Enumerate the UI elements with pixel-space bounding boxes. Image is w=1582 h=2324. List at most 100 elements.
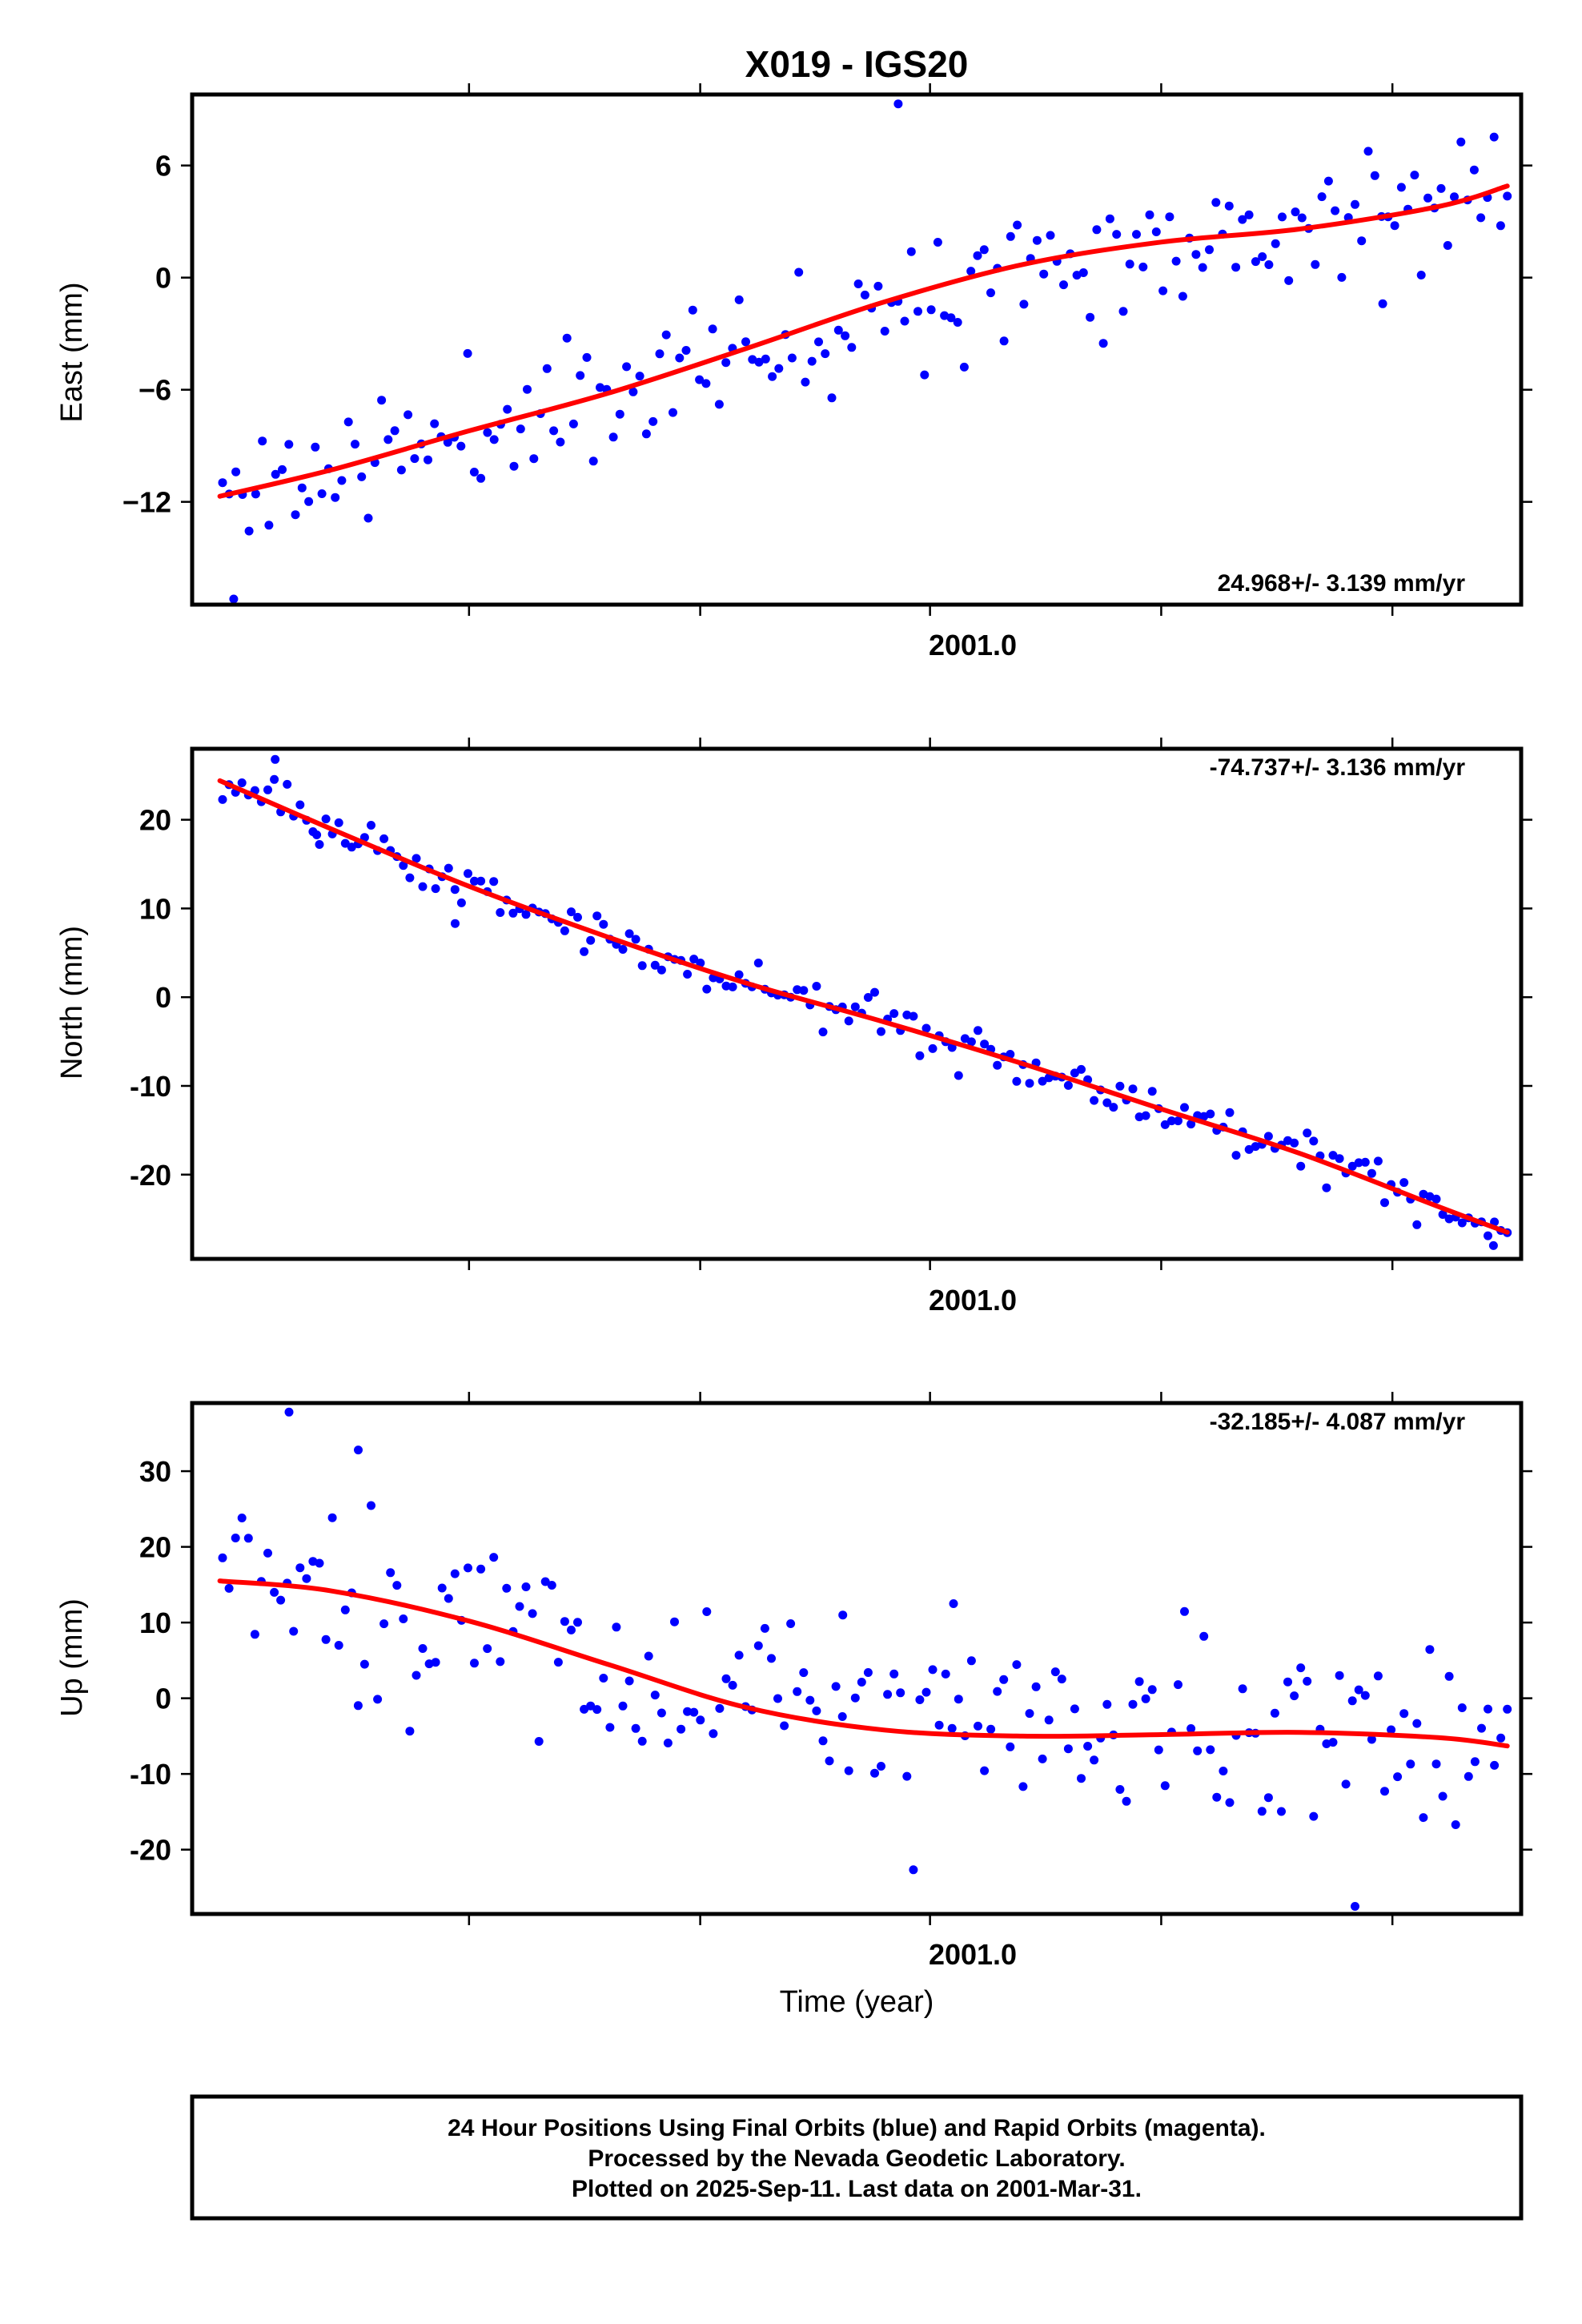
east-data-point bbox=[853, 279, 863, 288]
up-data-point bbox=[677, 1724, 686, 1734]
east-data-point bbox=[390, 426, 400, 436]
north-data-point bbox=[1296, 1161, 1306, 1171]
east-ytick-label: −6 bbox=[139, 374, 171, 407]
east-data-point bbox=[231, 467, 241, 476]
east-data-point bbox=[741, 337, 750, 347]
up-data-point bbox=[284, 1407, 294, 1417]
north-data-point bbox=[689, 955, 699, 964]
east-data-point bbox=[523, 384, 532, 394]
east-ytick-label: −12 bbox=[122, 486, 171, 519]
up-data-point bbox=[612, 1622, 621, 1632]
up-data-point bbox=[392, 1581, 402, 1590]
up-data-point bbox=[644, 1651, 653, 1661]
east-data-point bbox=[1370, 171, 1379, 180]
up-data-point bbox=[1457, 1703, 1467, 1712]
up-data-point bbox=[689, 1707, 699, 1717]
east-data-point bbox=[754, 357, 764, 367]
north-data-point bbox=[1147, 1087, 1157, 1096]
up-data-point bbox=[670, 1617, 679, 1626]
up-data-point bbox=[1038, 1754, 1047, 1763]
up-data-point bbox=[928, 1665, 938, 1675]
up-data-point bbox=[1496, 1733, 1506, 1743]
north-data-point bbox=[1360, 1157, 1370, 1167]
north-ytick-label: -10 bbox=[130, 1070, 171, 1103]
up-data-point bbox=[263, 1548, 272, 1558]
east-data-point bbox=[404, 410, 413, 420]
up-data-point bbox=[663, 1739, 673, 1747]
up-data-point bbox=[831, 1682, 841, 1691]
north-data-point bbox=[1141, 1111, 1150, 1120]
up-data-point bbox=[573, 1618, 582, 1627]
north-data-point bbox=[271, 754, 280, 764]
up-data-point bbox=[321, 1634, 331, 1644]
north-data-point bbox=[586, 935, 596, 945]
up-data-point bbox=[1380, 1787, 1389, 1796]
up-data-point bbox=[1006, 1742, 1015, 1751]
east-data-point bbox=[1396, 183, 1406, 192]
east-ylabel: East (mm) bbox=[55, 282, 89, 422]
east-data-point bbox=[1436, 183, 1446, 193]
east-data-point bbox=[1423, 193, 1432, 203]
up-data-point bbox=[592, 1705, 602, 1715]
up-data-point bbox=[1477, 1723, 1486, 1733]
up-ytick-label: 20 bbox=[139, 1531, 171, 1564]
east-data-point bbox=[1092, 225, 1102, 235]
north-data-point bbox=[399, 861, 408, 870]
east-data-point bbox=[1198, 263, 1207, 272]
up-data-point bbox=[954, 1695, 963, 1704]
north-data-point bbox=[1303, 1128, 1312, 1138]
east-data-point bbox=[794, 267, 804, 277]
up-data-point bbox=[1193, 1746, 1203, 1755]
east-data-point bbox=[1351, 199, 1359, 209]
north-data-point bbox=[974, 1026, 982, 1035]
east-data-point bbox=[383, 435, 393, 444]
east-data-point bbox=[1456, 137, 1466, 147]
east-data-point bbox=[1244, 210, 1254, 219]
east-data-point bbox=[1158, 286, 1168, 296]
east-ytick-label: 0 bbox=[155, 262, 171, 295]
east-data-point bbox=[906, 247, 916, 256]
east-fit-line bbox=[217, 183, 1510, 499]
north-data-point bbox=[470, 876, 479, 886]
east-data bbox=[217, 99, 1512, 604]
up-data-point bbox=[883, 1690, 893, 1699]
east-data-point bbox=[1046, 231, 1055, 240]
up-data-point bbox=[1503, 1704, 1512, 1714]
up-data-point bbox=[450, 1569, 460, 1578]
east-data-point bbox=[807, 356, 817, 366]
east-data-point bbox=[1450, 192, 1459, 202]
north-data-point bbox=[283, 779, 292, 789]
north-data-point bbox=[340, 838, 350, 848]
north-data-point bbox=[812, 982, 821, 991]
north-data-point bbox=[218, 794, 227, 804]
east-data-point bbox=[1317, 192, 1327, 202]
east-data-point bbox=[456, 441, 466, 451]
north-data-point bbox=[1174, 1116, 1182, 1126]
north-data-point bbox=[889, 1009, 899, 1019]
east-data-point bbox=[873, 281, 883, 291]
north-data-point bbox=[412, 854, 421, 863]
up-data-point bbox=[949, 1599, 958, 1608]
north-data-point bbox=[347, 842, 356, 852]
east-data-point bbox=[1086, 312, 1095, 322]
up-data-point bbox=[1154, 1745, 1163, 1755]
east-data-point bbox=[588, 456, 598, 466]
up-ylabel: Up (mm) bbox=[55, 1598, 89, 1717]
east-data-point bbox=[503, 404, 512, 414]
north-data-point bbox=[456, 898, 466, 907]
north-data-point bbox=[1006, 1050, 1015, 1059]
north-data-point bbox=[870, 987, 879, 997]
up-data-point bbox=[1387, 1725, 1396, 1735]
up-data-point bbox=[1425, 1645, 1435, 1655]
east-data-point bbox=[1258, 252, 1267, 261]
up-data-point bbox=[1328, 1738, 1338, 1747]
up-data-point bbox=[631, 1723, 640, 1733]
up-data-point bbox=[1419, 1813, 1428, 1823]
east-data-point bbox=[1264, 260, 1274, 269]
up-data-point bbox=[1444, 1671, 1454, 1681]
north-ytick-label: -20 bbox=[130, 1159, 171, 1192]
east-data-point bbox=[264, 521, 274, 530]
up-data-point bbox=[966, 1656, 976, 1666]
north-data-point bbox=[418, 882, 428, 891]
north-data bbox=[217, 754, 1512, 1250]
